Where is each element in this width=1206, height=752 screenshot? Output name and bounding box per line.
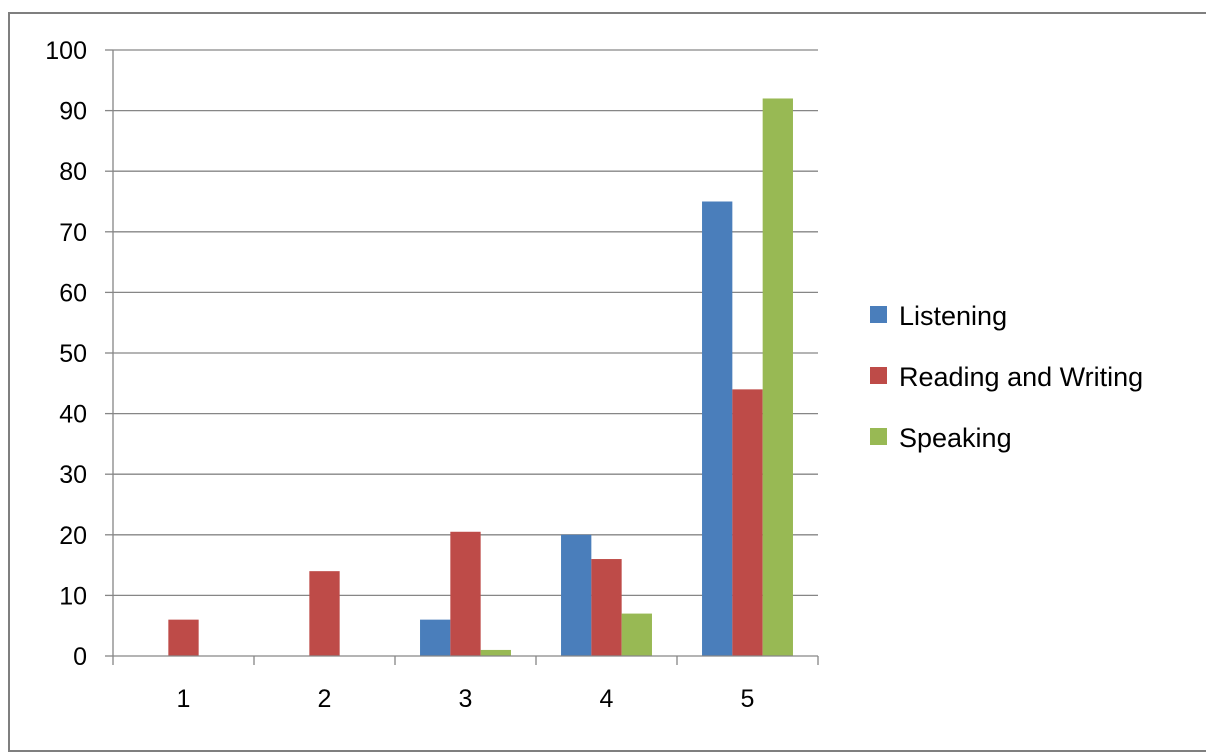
x-axis-tick-labels: 1 2 3 4 5 (177, 685, 755, 713)
bar-reading-and-writing-1 (168, 619, 199, 656)
bar-reading-and-writing-3 (450, 531, 481, 656)
y-tick-label: 30 (59, 461, 87, 489)
y-tick-label: 60 (59, 279, 87, 307)
bar-chart: 0 10 20 30 40 50 60 70 80 90 100 1 2 3 4 5 Listening Re… (45, 37, 1143, 713)
y-tick-label: 10 (59, 582, 87, 610)
y-tick-label: 50 (59, 340, 87, 368)
y-tick-label: 100 (45, 37, 87, 65)
axes (112, 50, 819, 665)
y-axis-tick-labels: 0 10 20 30 40 50 60 70 80 90 100 (45, 37, 87, 671)
y-tick-label: 0 (73, 643, 87, 671)
legend-swatch (870, 306, 887, 323)
bar-reading-and-writing-2 (309, 571, 340, 656)
y-tick-label: 20 (59, 522, 87, 550)
bar-listening-3 (420, 619, 451, 656)
bar-listening-4 (561, 534, 592, 656)
x-tick-label: 1 (177, 685, 191, 713)
x-tick-label: 3 (459, 685, 473, 713)
bar-speaking-5 (762, 98, 793, 657)
legend-label: Listening (899, 301, 1007, 331)
legend-swatch (870, 367, 887, 384)
y-tick-label: 90 (59, 98, 87, 126)
legend-swatch (870, 428, 887, 445)
y-tick-label: 70 (59, 219, 87, 247)
y-tick-label: 40 (59, 401, 87, 429)
bar-reading-and-writing-5 (732, 389, 763, 656)
legend: Listening Reading and Writing Speaking (870, 301, 1143, 453)
bars (168, 98, 793, 657)
x-tick-label: 5 (741, 685, 755, 713)
bar-speaking-4 (621, 613, 652, 656)
legend-label: Reading and Writing (899, 362, 1143, 392)
legend-label: Speaking (899, 423, 1012, 453)
x-tick-label: 2 (318, 685, 332, 713)
bar-listening-5 (702, 201, 733, 656)
bar-speaking-3 (480, 649, 511, 656)
bar-reading-and-writing-4 (591, 559, 622, 656)
x-tick-label: 4 (600, 685, 614, 713)
y-tick-label: 80 (59, 158, 87, 186)
